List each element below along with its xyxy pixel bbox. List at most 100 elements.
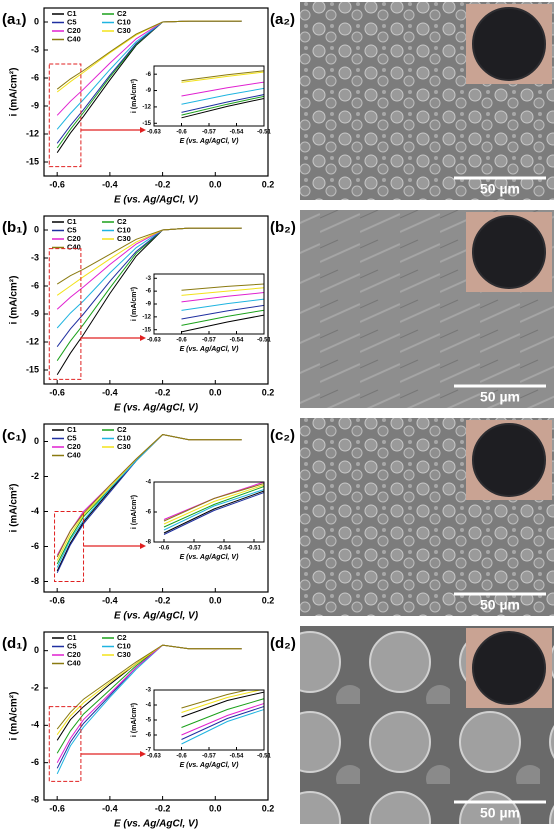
inset-series-line [181,292,264,303]
series-lines [56,433,242,574]
legend-label: C5 [67,641,77,650]
zoom-arrow-head [140,335,146,341]
inset-x-tick-label: -0.54 [230,130,244,136]
inset-x-label: E (vs. Ag/AgCl, V) [180,138,240,145]
x-axis-label: E (vs. Ag/AgCl, V) [114,195,199,206]
y-axis-label: i (mA/cm²) [9,68,20,117]
panel-label: (a₁) [2,11,27,28]
legend-label: C2 [117,425,127,434]
inset-series-line [181,698,264,728]
inset-y-tick-label: -6 [146,733,152,739]
legend-label: C30 [117,442,131,451]
inset-x-tick-label: -0.51 [257,130,271,136]
inset-x-tick-label: -0.63 [147,754,161,760]
x-tick-label: -0.2 [155,179,171,189]
y-tick-label: -15 [26,364,39,374]
inset-series-line [181,283,264,291]
plot-frame [43,423,269,593]
inset-lines [181,70,264,119]
legend-label: C10 [117,17,131,26]
inset-x-tick-label: -0.54 [217,546,231,552]
inset-series-line [163,490,264,534]
panel-label: (d₁) [2,635,27,652]
panel-label: (c₁) [2,427,27,444]
inset-x-label: E (vs. Ag/AgCl, V) [180,762,240,769]
inset-y-tick-label: -7 [146,748,152,754]
legend-label: C10 [117,641,131,650]
inset-y-tick-label: -4 [146,480,152,486]
inset-lines [181,283,264,333]
plot-frame [43,7,269,177]
inset-y-tick-label: -12 [142,104,151,110]
x-tick-label: -0.6 [49,595,65,605]
inset-series-line [181,95,264,116]
panel-label: (b₂) [270,219,296,236]
inset-series-line [181,314,264,333]
inset-series-line [163,484,264,525]
chart-panel: (c₁) -0.6 -0.4 -0.2 0.0 0.2 0 -2 -4 -6 -8 E (vs. Ag… [2,423,274,622]
inset-series-line [181,70,264,82]
inset-series-line [181,690,250,709]
legend-label: C20 [67,442,81,451]
inset-x-tick-label: -0.57 [202,754,216,760]
inset-x-label: E (vs. Ag/AgCl, V) [180,554,240,561]
sem-panel: (a₂) 50 µm [270,2,554,200]
series-lines [56,20,242,153]
y-tick-label: 0 [34,436,39,446]
inset-x-tick-label: -0.6 [176,338,187,344]
inset-series-line [181,87,264,105]
inset-lines [163,482,264,535]
legend-label: C30 [117,26,131,35]
inset-y-tick-label: -5 [146,718,152,724]
panel-label: (a₂) [270,11,295,28]
inset-y-tick-label: -3 [146,276,152,282]
inset-series-line [181,94,264,113]
inset-y-tick-label: -15 [142,121,151,127]
y-tick-label: 0 [34,16,39,26]
y-tick-label: 0 [34,645,39,655]
inset-series-line [181,708,264,745]
y-tick-label: -6 [31,72,39,82]
sem-panel: (b₂) 50 µm [270,210,554,408]
inset-series-line [163,488,264,531]
inset-y-tick-label: -4 [146,703,152,709]
inset-x-tick-label: -0.57 [202,338,216,344]
y-tick-label: -9 [31,308,39,318]
inset-x-tick-label: -0.6 [176,754,187,760]
zoom-arrow-head [140,751,146,757]
plot-frame [43,631,269,801]
x-axis-label: E (vs. Ag/AgCl, V) [114,611,199,622]
inset-x-tick-label: -0.51 [257,338,271,344]
x-tick-label: -0.4 [102,179,118,189]
legend-label: C40 [67,34,81,43]
x-axis-label: E (vs. Ag/AgCl, V) [114,403,199,414]
sem-panel: (d₂) 50 µm [270,626,554,824]
x-tick-label: -0.4 [102,387,118,397]
inset-series-line [163,485,264,528]
y-tick-label: -8 [31,576,39,586]
chart-panel: (b₁) -0.6 -0.4 -0.2 0.0 0.2 0 -3 -6 -9 -12 -15 E (vs… [2,215,274,414]
legend-label: C1 [67,425,77,434]
legend-label: C2 [117,9,127,18]
inset-x-tick-label: -0.57 [202,130,216,136]
y-tick-label: -3 [31,44,39,54]
legend-label: C10 [117,225,131,234]
inset-y-tick-label: -6 [146,289,152,295]
x-tick-label: -0.2 [155,387,171,397]
inset-x-tick-label: -0.54 [230,754,244,760]
x-tick-label: -0.4 [102,803,118,813]
inset-x-tick-label: -0.54 [230,338,244,344]
legend-label: C2 [117,633,127,642]
inset-series-line [181,81,264,97]
y-tick-label: -12 [26,128,39,138]
zoom-box [48,706,82,782]
inset-series-line [181,690,263,713]
series-line [56,20,242,90]
panel-label: (b₁) [2,219,27,236]
series-lines [56,644,242,775]
y-tick-label: -2 [31,682,39,692]
legend-label: C5 [67,433,77,442]
y-tick-label: -3 [31,252,39,262]
y-tick-label: -12 [26,336,39,346]
